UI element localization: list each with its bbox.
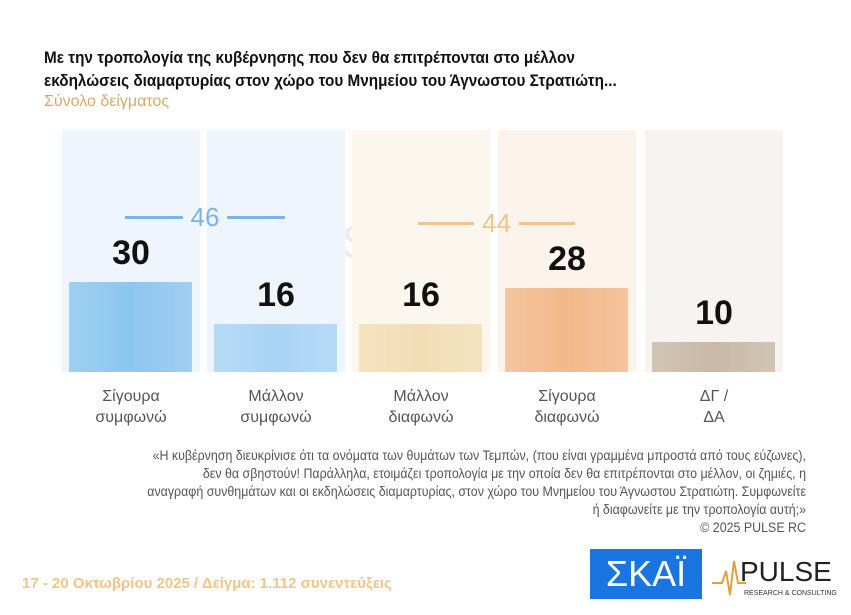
title-line-2: εκδηλώσεις διαμαρτυρίας στον χώρο του Μν…: [44, 71, 617, 90]
question-note: «Η κυβέρνηση διευκρίνισε ότι τα ονόματα …: [144, 447, 806, 537]
group-total: 44: [418, 208, 576, 239]
category-label: Σίγουρα συμφωνώ: [95, 388, 167, 426]
bar: [359, 324, 482, 372]
bar: [69, 282, 192, 372]
svg-text:PULSE: PULSE: [740, 556, 832, 587]
chart-title: Με την τροπολογία της κυβέρνησης που δεν…: [44, 46, 617, 92]
group-total: 46: [125, 202, 286, 233]
svg-text:RESEARCH & CONSULTING: RESEARCH & CONSULTING: [744, 590, 837, 597]
pulse-logo: PULSE RESEARCH & CONSULTING: [712, 556, 837, 597]
bar: [505, 288, 628, 372]
bar: [652, 342, 775, 372]
category-label: Μάλλον συμφωνώ: [240, 388, 312, 426]
question-text: «Η κυβέρνηση διευκρίνισε ότι τα ονόματα …: [147, 448, 807, 517]
category-label: Μάλλον διαφωνώ: [388, 388, 454, 426]
skai-logo: ΣΚΑΪ: [590, 549, 702, 599]
category-label: Σίγουρα διαφωνώ: [534, 388, 600, 426]
data-label: 16: [257, 276, 295, 314]
column-background: [645, 130, 783, 372]
chart-subtitle: Σύνολο δείγματος: [44, 93, 170, 110]
data-label: 30: [112, 234, 150, 272]
copyright: © 2025 PULSE RC: [700, 520, 806, 535]
data-label: 10: [695, 294, 733, 332]
title-line-1: Με την τροπολογία της κυβέρνησης που δεν…: [44, 48, 575, 67]
bar: [214, 324, 337, 372]
footer-fieldwork: 17 - 20 Οκτωβρίου 2025 / Δείγμα: 1.112 σ…: [22, 575, 392, 592]
data-label: 28: [548, 240, 586, 278]
category-label: ΔΓ / ΔΑ: [699, 388, 729, 426]
data-label: 16: [402, 276, 440, 314]
